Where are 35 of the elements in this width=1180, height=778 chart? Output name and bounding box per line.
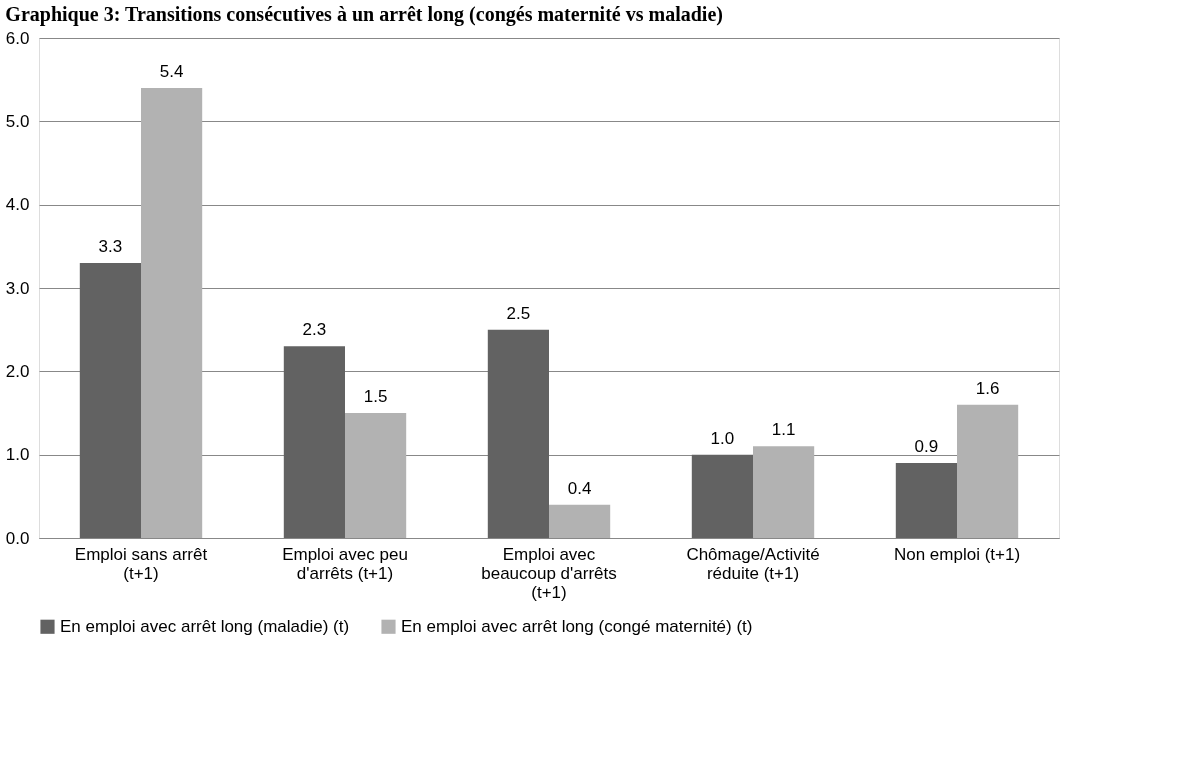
data-label: 0.9 (914, 437, 939, 456)
x-tick-label: Emploi avec beaucoup d'arrêts (t+1) (481, 544, 617, 602)
data-label: 2.5 (506, 303, 531, 323)
x-tick-label: Chômage/Activité réduite (t+1) (686, 544, 820, 583)
legend-label: En emploi avec arrêt long (congé maternité) (t) (401, 616, 753, 636)
x-tick-label: Emploi sans arrêt (t+1) (74, 544, 208, 583)
bar (957, 404, 1019, 538)
bar (345, 413, 407, 538)
y-tick-label: 4.0 (5, 195, 30, 215)
x-tick-label: Non emploi (t+1) (893, 544, 1021, 564)
bar (895, 463, 957, 538)
bar (79, 263, 141, 538)
bar (487, 329, 549, 538)
bar (283, 346, 345, 538)
data-label: 1.5 (363, 387, 388, 406)
x-tick-label: Emploi avec peu d'arrêts (t+1) (282, 544, 408, 583)
data-label: 1.0 (710, 428, 735, 448)
bar (691, 454, 753, 538)
chart-title: Graphique 3: Transitions consécutives à un arrêt long (congés maternité vs maladie) (5, 3, 723, 26)
data-label: 1.1 (771, 420, 796, 440)
data-label: 2.3 (302, 320, 327, 340)
data-label: 3.3 (98, 237, 123, 256)
data-label: 5.4 (159, 62, 184, 81)
bar (141, 88, 203, 538)
y-tick-label: 1.0 (5, 445, 30, 465)
bar (549, 504, 611, 538)
y-tick-label: 0.0 (5, 528, 30, 548)
data-label: 1.6 (975, 378, 1000, 398)
data-label: 0.4 (567, 478, 592, 498)
y-tick-label: 6.0 (5, 28, 30, 48)
y-tick-label: 5.0 (5, 111, 30, 131)
y-tick-label: 2.0 (5, 361, 30, 381)
y-tick-label: 3.0 (5, 278, 30, 298)
legend-label: En emploi avec arrêt long (maladie) (t) (60, 616, 350, 636)
bar (753, 446, 815, 538)
